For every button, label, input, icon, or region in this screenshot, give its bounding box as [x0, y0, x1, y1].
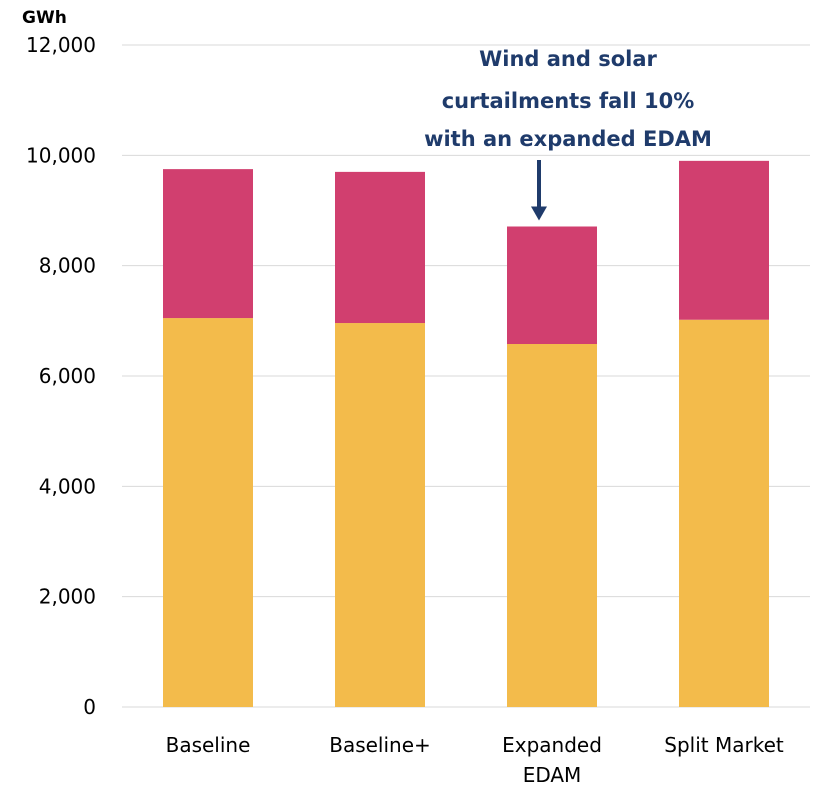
- bar-segment-upper: [335, 171, 425, 324]
- y-tick-label: 4,000: [39, 474, 96, 498]
- annotation-text: Wind and solar curtailments fall 10% with …: [424, 47, 712, 151]
- bar-segment-lower: [163, 318, 253, 707]
- y-tick-label: 12,000: [26, 33, 96, 57]
- bar-segment-upper: [163, 169, 253, 319]
- x-tick-label: Expanded EDAM: [502, 733, 602, 787]
- bar-segment-lower: [679, 319, 769, 707]
- y-axis-unit-label: GWh: [22, 8, 67, 28]
- x-tick-label: Baseline: [166, 733, 251, 757]
- y-tick-label: 0: [83, 695, 96, 719]
- x-tick-label: Baseline+: [329, 733, 431, 757]
- bar-segment-lower: [335, 323, 425, 707]
- annotation-arrow-head: [531, 206, 547, 221]
- x-axis-ticks: Baseline Baseline+ Expanded EDAM Split Marke…: [166, 733, 784, 787]
- annotation: Wind and solar curtailments fall 10% with …: [424, 47, 712, 221]
- y-tick-label: 8,000: [39, 254, 96, 278]
- bar-segment-lower: [507, 344, 597, 707]
- y-tick-label: 10,000: [26, 143, 96, 167]
- y-axis-ticks: 0 2,000 4,000 6,000 8,000 10,000 12,000: [26, 33, 96, 719]
- bars: [163, 160, 769, 707]
- y-tick-label: 2,000: [39, 585, 96, 609]
- x-tick-label: Split Market: [664, 733, 784, 757]
- y-tick-label: 6,000: [39, 364, 96, 388]
- bar-segment-upper: [507, 226, 597, 345]
- bar-segment-upper: [679, 160, 769, 320]
